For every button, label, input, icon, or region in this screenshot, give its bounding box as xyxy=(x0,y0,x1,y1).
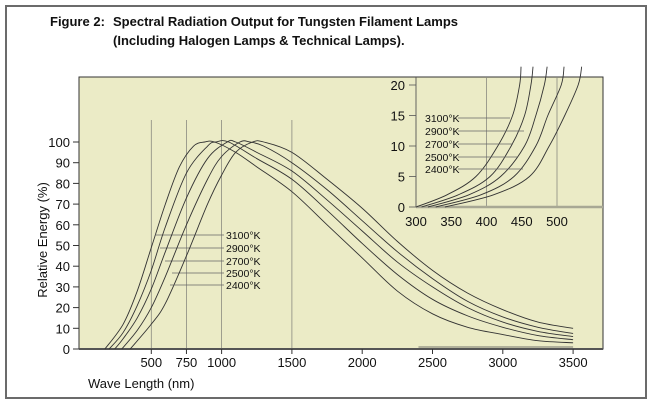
series-line-2500k xyxy=(121,140,574,350)
inset-x-tick-label: 450 xyxy=(511,214,533,229)
y-tick-label: 20 xyxy=(56,301,70,316)
y-tick-label: 90 xyxy=(56,156,70,171)
chart-title: Spectral Radiation Output for Tungsten F… xyxy=(113,14,459,29)
x-tick-label: 3500 xyxy=(559,355,588,370)
inset-series-label: 2900°K xyxy=(425,126,460,138)
inset-y-tick-label: 5 xyxy=(398,170,405,185)
series-line-2700k xyxy=(114,139,574,350)
inset-series-line-3100k xyxy=(415,66,522,208)
inset-series-line-2400k xyxy=(444,66,583,208)
figure-number: Figure 2: xyxy=(50,14,105,29)
inset-x-tick-label: 500 xyxy=(546,214,568,229)
inset-y-tick-label: 15 xyxy=(391,109,405,124)
x-tick-label: 3000 xyxy=(488,355,517,370)
inset-x-tick-label: 300 xyxy=(405,214,427,229)
y-axis-label: Relative Energy (%) xyxy=(35,182,50,298)
x-tick-label: 750 xyxy=(176,355,198,370)
inset-series-line-2900k xyxy=(421,66,534,208)
inset-series-label: 2400°K xyxy=(425,164,460,176)
x-tick-label: 2500 xyxy=(418,355,447,370)
series-label: 2900°K xyxy=(226,243,261,255)
chart-subtitle: (Including Halogen Lamps & Technical Lam… xyxy=(113,33,405,48)
inset-series-line-2700k xyxy=(427,66,548,208)
y-tick-label: 10 xyxy=(56,321,70,336)
x-tick-label: 1000 xyxy=(207,355,236,370)
inset-series-label: 3100°K xyxy=(425,113,460,125)
inset-x-tick-label: 400 xyxy=(476,214,498,229)
inset-series-line-2500k xyxy=(435,66,565,208)
series-line-3100k xyxy=(104,140,574,350)
y-tick-label: 100 xyxy=(48,135,70,150)
x-tick-label: 500 xyxy=(140,355,162,370)
y-tick-label: 0 xyxy=(63,342,70,357)
inset-y-tick-label: 0 xyxy=(398,200,405,215)
y-tick-label: 50 xyxy=(56,239,70,254)
plot-area xyxy=(78,76,604,350)
inset-series-label: 2500°K xyxy=(425,152,460,164)
inset-series-label: 2700°K xyxy=(425,139,460,151)
inset-x-tick-label: 350 xyxy=(440,214,462,229)
figure-frame xyxy=(5,5,647,399)
inset-y-tick-label: 20 xyxy=(391,78,405,93)
series-label: 2400°K xyxy=(226,280,261,292)
y-tick-label: 30 xyxy=(56,280,70,295)
series-label: 2500°K xyxy=(226,268,261,280)
series-line-2400k xyxy=(129,140,574,350)
y-tick-label: 80 xyxy=(56,176,70,191)
inset-y-tick-label: 10 xyxy=(391,139,405,154)
x-tick-label: 1500 xyxy=(277,355,306,370)
series-label: 3100°K xyxy=(226,230,261,242)
y-tick-label: 70 xyxy=(56,197,70,212)
x-tick-label: 2000 xyxy=(348,355,377,370)
series-label: 2700°K xyxy=(226,256,261,268)
y-tick-label: 40 xyxy=(56,259,70,274)
series-line-2900k xyxy=(108,140,574,350)
x-axis-label: Wave Length (nm) xyxy=(88,376,194,391)
y-tick-label: 60 xyxy=(56,218,70,233)
